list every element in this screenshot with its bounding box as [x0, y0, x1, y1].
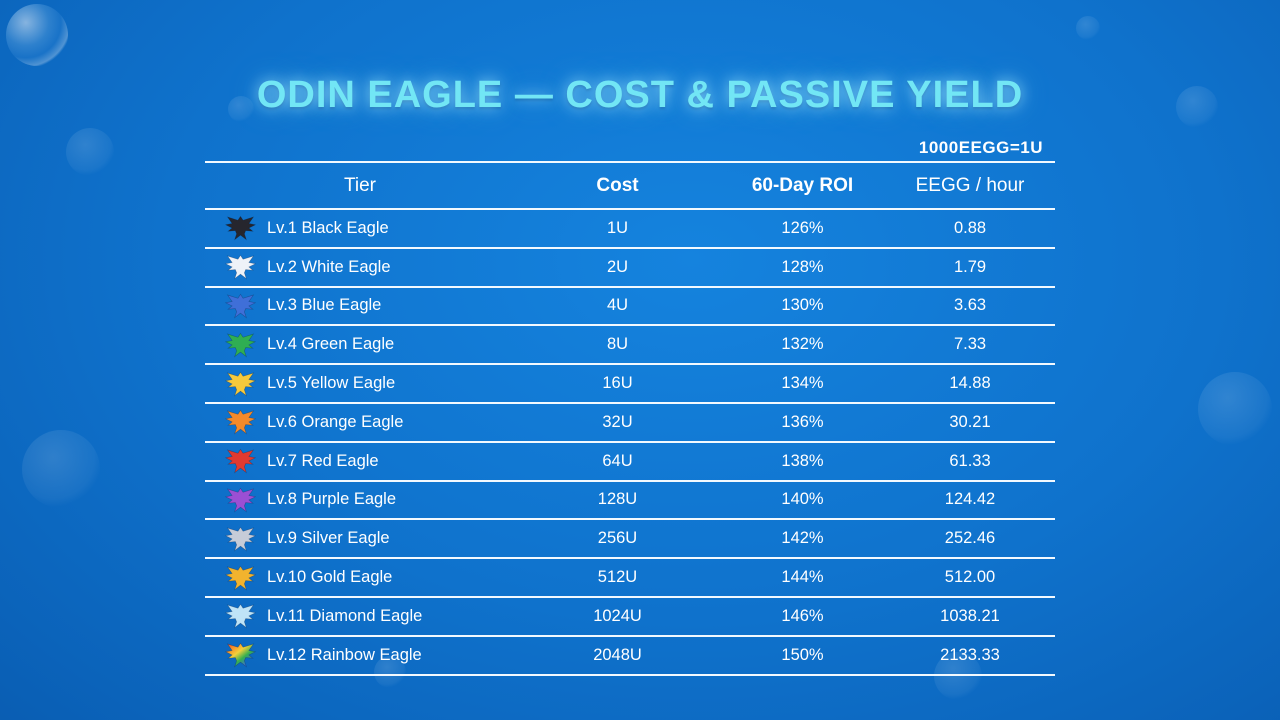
eegg-value: 124.42 [944, 490, 996, 509]
table-row: Lv.2 White Eagle 2U 128% 1.79 [205, 249, 1055, 288]
eegg-value: 0.88 [953, 218, 987, 237]
cost-value: 2048U [593, 645, 642, 664]
table-row: Lv.7 Red Eagle 64U 138% 61.33 [205, 443, 1055, 482]
eegg-value: 252.46 [944, 529, 996, 548]
background-bubble [22, 430, 100, 508]
roi-value: 142% [781, 529, 824, 548]
cost-value: 8U [606, 335, 629, 354]
black-eagle-icon [223, 215, 257, 241]
eegg-value: 14.88 [949, 374, 991, 393]
tier-label: Lv.4 Green Eagle [267, 335, 395, 354]
table-row: Lv.10 Gold Eagle 512U 144% 512.00 [205, 559, 1055, 598]
roi-value: 126% [781, 218, 824, 237]
roi-value: 150% [781, 645, 824, 664]
roi-value: 140% [781, 490, 824, 509]
cost-value: 128U [597, 490, 638, 509]
tier-cell: Lv.6 Orange Eagle [205, 409, 515, 435]
tier-cell: Lv.12 Rainbow Eagle [205, 642, 515, 668]
tier-label: Lv.11 Diamond Eagle [267, 606, 423, 625]
eegg-value: 61.33 [949, 451, 991, 470]
tier-label: Lv.1 Black Eagle [267, 218, 389, 237]
roi-value: 136% [781, 412, 824, 431]
tier-cell: Lv.11 Diamond Eagle [205, 603, 515, 629]
background-bubble [6, 4, 68, 66]
silver-eagle-icon [223, 526, 257, 552]
cost-value: 32U [602, 412, 633, 431]
roi-value: 128% [781, 257, 824, 276]
roi-value: 134% [781, 374, 824, 393]
background-bubble [66, 128, 114, 176]
eegg-value: 1.79 [953, 257, 987, 276]
header-eegg: EEGG / hour [915, 174, 1025, 196]
table-body: Lv.1 Black Eagle 1U 126% 0.88 Lv.2 White Eag… [205, 210, 1055, 676]
cost-value: 64U [602, 451, 633, 470]
table-row: Lv.3 Blue Eagle 4U 130% 3.63 [205, 288, 1055, 327]
tier-label: Lv.3 Blue Eagle [267, 296, 382, 315]
header-tier: Tier [343, 174, 377, 196]
roi-value: 146% [781, 606, 824, 625]
tier-label: Lv.2 White Eagle [267, 257, 391, 276]
roi-value: 144% [781, 568, 824, 587]
eegg-value: 30.21 [949, 412, 991, 431]
tier-cell: Lv.10 Gold Eagle [205, 565, 515, 591]
table-row: Lv.11 Diamond Eagle 1024U 146% 1038.21 [205, 598, 1055, 637]
red-eagle-icon [223, 448, 257, 474]
cost-value: 4U [606, 296, 629, 315]
eegg-value: 3.63 [953, 296, 987, 315]
table-row: Lv.1 Black Eagle 1U 126% 0.88 [205, 210, 1055, 249]
tier-cell: Lv.2 White Eagle [205, 254, 515, 280]
cost-value: 1024U [593, 606, 642, 625]
cost-value: 512U [597, 568, 638, 587]
table-row: Lv.6 Orange Eagle 32U 136% 30.21 [205, 404, 1055, 443]
blue-eagle-icon [223, 293, 257, 319]
header-roi: 60-Day ROI [751, 174, 854, 196]
table-row: Lv.5 Yellow Eagle 16U 134% 14.88 [205, 365, 1055, 404]
rainbow-eagle-icon [223, 642, 257, 668]
eegg-value: 512.00 [944, 568, 996, 587]
green-eagle-icon [223, 332, 257, 358]
cost-value: 256U [597, 529, 638, 548]
tier-label: Lv.12 Rainbow Eagle [267, 645, 422, 664]
table-row: Lv.8 Purple Eagle 128U 140% 124.42 [205, 482, 1055, 521]
background-bubble [1198, 372, 1272, 446]
page-title: ODIN EAGLE — COST & PASSIVE YIELD [256, 74, 1024, 116]
cost-value: 16U [602, 374, 633, 393]
eegg-value: 2133.33 [940, 645, 1000, 664]
tier-label: Lv.9 Silver Eagle [267, 529, 390, 548]
eegg-value: 7.33 [953, 335, 987, 354]
tier-label: Lv.10 Gold Eagle [267, 568, 393, 587]
tier-cell: Lv.4 Green Eagle [205, 332, 515, 358]
tier-cell: Lv.1 Black Eagle [205, 215, 515, 241]
tier-label: Lv.7 Red Eagle [267, 451, 379, 470]
tier-label: Lv.6 Orange Eagle [267, 412, 404, 431]
roi-value: 132% [781, 335, 824, 354]
roi-value: 130% [781, 296, 824, 315]
table-row: Lv.9 Silver Eagle 256U 142% 252.46 [205, 520, 1055, 560]
tier-cell: Lv.7 Red Eagle [205, 448, 515, 474]
tier-label: Lv.5 Yellow Eagle [267, 374, 396, 393]
cost-yield-table: Tier Cost 60-Day ROI EEGG / hour Lv.1 Bl… [205, 161, 1055, 676]
cost-value: 1U [606, 218, 629, 237]
exchange-rate-note: 1000EEGG=1U [918, 138, 1043, 157]
diamond-eagle-icon [223, 603, 257, 629]
orange-eagle-icon [223, 409, 257, 435]
cost-value: 2U [606, 257, 629, 276]
table-row: Lv.12 Rainbow Eagle 2048U 150% 2133.33 [205, 637, 1055, 676]
table-header: Tier Cost 60-Day ROI EEGG / hour [205, 163, 1055, 210]
table-row: Lv.4 Green Eagle 8U 132% 7.33 [205, 326, 1055, 366]
tier-cell: Lv.3 Blue Eagle [205, 293, 515, 319]
roi-value: 138% [781, 451, 824, 470]
yellow-eagle-icon [223, 371, 257, 397]
header-cost: Cost [596, 174, 639, 196]
tier-label: Lv.8 Purple Eagle [267, 490, 397, 509]
tier-cell: Lv.8 Purple Eagle [205, 487, 515, 513]
background-bubble [1076, 16, 1100, 40]
tier-cell: Lv.9 Silver Eagle [205, 526, 515, 552]
purple-eagle-icon [223, 487, 257, 513]
white-eagle-icon [223, 254, 257, 280]
eegg-value: 1038.21 [940, 606, 1000, 625]
gold-eagle-icon [223, 565, 257, 591]
tier-cell: Lv.5 Yellow Eagle [205, 371, 515, 397]
